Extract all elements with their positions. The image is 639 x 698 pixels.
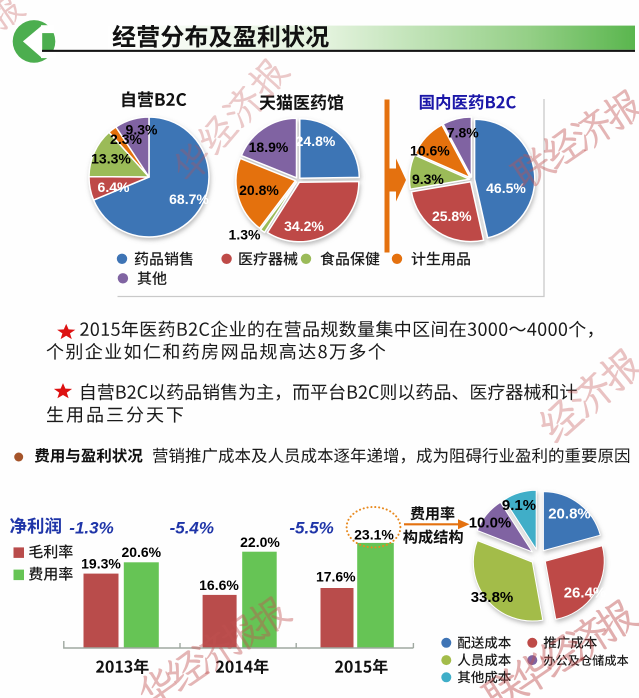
svg-text:17.6%: 17.6% (316, 568, 356, 584)
svg-text:9.3%: 9.3% (412, 171, 444, 187)
svg-text:26.4%: 26.4% (564, 584, 607, 601)
svg-text:33.8%: 33.8% (471, 589, 514, 606)
svg-text:9.1%: 9.1% (502, 497, 536, 514)
svg-text:20.8%: 20.8% (239, 182, 279, 198)
svg-text:25.8%: 25.8% (432, 208, 472, 224)
svg-text:20.8%: 20.8% (548, 505, 591, 522)
svg-text:7.8%: 7.8% (447, 124, 479, 140)
svg-text:46.5%: 46.5% (486, 180, 526, 196)
svg-text:13.3%: 13.3% (91, 151, 131, 167)
svg-text:19.3%: 19.3% (81, 556, 121, 572)
svg-text:-1.3%: -1.3% (69, 519, 113, 538)
svg-text:10.6%: 10.6% (410, 142, 450, 158)
svg-text:68.7%: 68.7% (169, 191, 209, 207)
svg-text:18.9%: 18.9% (249, 139, 289, 155)
svg-text:24.8%: 24.8% (296, 133, 336, 149)
svg-text:-5.4%: -5.4% (170, 519, 214, 538)
svg-text:6.4%: 6.4% (98, 179, 130, 195)
svg-text:34.2%: 34.2% (284, 218, 324, 234)
svg-text:20.6%: 20.6% (121, 544, 161, 560)
svg-text:10.0%: 10.0% (469, 514, 512, 531)
svg-text:2.3%: 2.3% (110, 131, 142, 147)
svg-text:-5.5%: -5.5% (289, 519, 333, 538)
svg-text:9.3%: 9.3% (126, 122, 158, 138)
svg-text:23.1%: 23.1% (354, 526, 394, 542)
svg-text:16.6%: 16.6% (199, 577, 239, 593)
svg-text:1.3%: 1.3% (229, 227, 261, 243)
svg-text:22.0%: 22.0% (240, 534, 280, 550)
